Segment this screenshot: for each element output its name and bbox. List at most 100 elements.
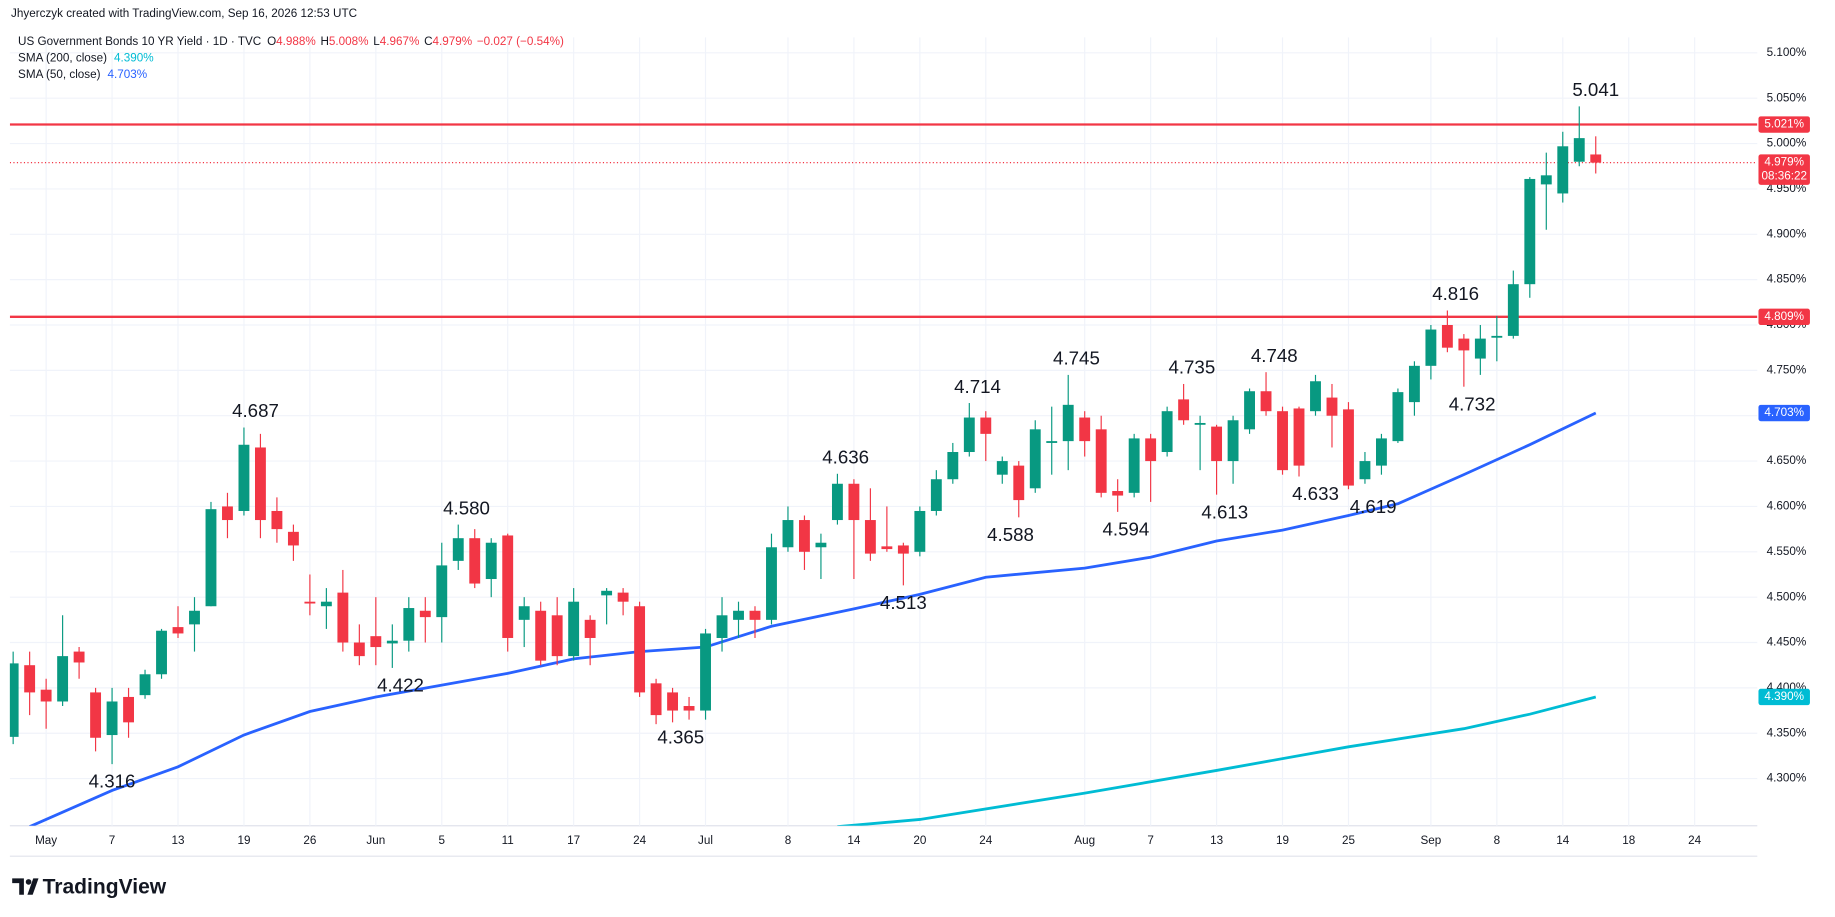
candle-body — [1573, 138, 1585, 162]
x-tick-label: 8 — [1494, 834, 1501, 847]
price-annotation: 4.732 — [1449, 393, 1496, 414]
candle-body — [584, 619, 596, 638]
ohlc-label: H — [320, 35, 328, 48]
candle-body — [386, 640, 398, 644]
candle-body — [452, 538, 464, 561]
level-tag-box — [1758, 116, 1810, 133]
candle-body — [749, 610, 761, 620]
candle-body — [57, 656, 69, 702]
ohlc-value: 5.008% — [329, 35, 369, 48]
change: −0.027 (−0.54%) — [477, 35, 564, 48]
x-tick-label: 19 — [237, 834, 250, 847]
y-tick-label: 4.750% — [1767, 363, 1807, 376]
last-price-tag: 4.979% — [1764, 156, 1804, 169]
candle-body — [1540, 175, 1552, 185]
sma-line — [29, 411, 1597, 826]
candle-body — [9, 663, 19, 737]
candle-body — [518, 606, 530, 620]
price-annotation: 4.636 — [822, 447, 869, 468]
price-annotation: 4.687 — [232, 400, 279, 421]
candle-body — [123, 696, 134, 723]
candle-body — [782, 520, 794, 548]
candle-body — [930, 479, 942, 511]
credit: Jhyerczyk created with TradingView.com, … — [11, 7, 357, 20]
candle-body — [1408, 365, 1420, 403]
candle-body — [831, 483, 843, 521]
candle-body — [551, 615, 563, 657]
candle-body — [189, 610, 200, 625]
sma-name: SMA (200, close) — [18, 52, 107, 65]
candle-body — [1112, 491, 1124, 496]
x-tick-label: Jun — [366, 834, 385, 847]
candle-body — [106, 701, 118, 736]
candle-body — [139, 674, 151, 696]
candle-body — [485, 542, 497, 580]
candle-body — [881, 546, 893, 550]
candle-body — [1013, 465, 1025, 501]
tradingview-logo-icon — [12, 878, 39, 895]
sma-tag-box — [1758, 688, 1810, 706]
price-annotation: 4.619 — [1350, 496, 1397, 517]
price-annotation: 4.588 — [987, 524, 1034, 545]
candle-body — [1507, 284, 1519, 336]
y-tick-label: 4.650% — [1767, 454, 1807, 467]
y-tick-label: 4.450% — [1767, 636, 1807, 649]
candle-body — [304, 601, 316, 604]
candle-body — [40, 689, 52, 702]
candle-body — [1244, 391, 1255, 430]
symbol-legend: US Government Bonds 10 YR Yield · 1D · T… — [18, 35, 564, 48]
level-tag-box — [1758, 308, 1810, 326]
candle-body — [90, 692, 102, 738]
candle-body — [1590, 154, 1602, 163]
candle-body — [815, 542, 827, 548]
candle-body — [73, 651, 85, 663]
candle-body — [254, 447, 266, 521]
candle-body — [864, 520, 876, 554]
price-annotation: 4.633 — [1292, 483, 1339, 504]
candle-body — [370, 636, 382, 648]
y-tick-label: 4.600% — [1767, 500, 1807, 513]
price-annotation: 4.316 — [89, 771, 136, 792]
sma-tag: 4.390% — [1764, 690, 1804, 703]
candle-body — [568, 601, 580, 657]
candle-body — [1277, 411, 1288, 471]
sma-tag-box — [1758, 404, 1810, 422]
y-tick-label: 4.500% — [1767, 590, 1807, 603]
x-tick-label: 19 — [1276, 834, 1289, 847]
sma-value: 4.703% — [108, 68, 148, 81]
x-tick-label: 17 — [567, 834, 580, 847]
ohlc-label: C — [424, 35, 432, 48]
candle-body — [1260, 391, 1272, 412]
candle-body — [222, 506, 233, 521]
x-tick-label: 8 — [785, 834, 792, 847]
price-annotation: 4.735 — [1168, 357, 1215, 378]
candle-body — [502, 535, 514, 638]
candle-body — [1293, 408, 1305, 466]
candle-body — [238, 444, 250, 511]
ohlc-label: O — [267, 35, 276, 48]
candle-body — [733, 610, 744, 620]
ohlc-value: 4.988% — [276, 35, 316, 48]
candle-body — [1425, 329, 1437, 366]
candle-body — [1062, 404, 1074, 442]
level-tag: 5.021% — [1764, 118, 1804, 131]
candle-body — [353, 642, 365, 657]
x-tick-label: 5 — [439, 834, 446, 847]
ohlc-value: 4.967% — [380, 35, 420, 48]
candle-body — [469, 538, 481, 584]
candle-body — [683, 706, 695, 711]
candle-body — [1046, 441, 1058, 443]
candle-body — [700, 633, 711, 711]
countdown: 08:36:22 — [1761, 170, 1807, 183]
x-tick-label: Aug — [1074, 834, 1095, 847]
candle-body — [1227, 420, 1239, 462]
candle-body — [634, 606, 646, 693]
candle-body — [980, 417, 992, 434]
candle-body — [1524, 178, 1536, 285]
x-tick-label: Sep — [1420, 834, 1441, 847]
x-tick-label: 25 — [1342, 834, 1356, 847]
y-tick-label: 4.950% — [1767, 182, 1807, 195]
candle-body — [716, 615, 728, 638]
y-tick-label: 4.900% — [1767, 227, 1807, 240]
price-annotation: 4.513 — [880, 592, 927, 613]
